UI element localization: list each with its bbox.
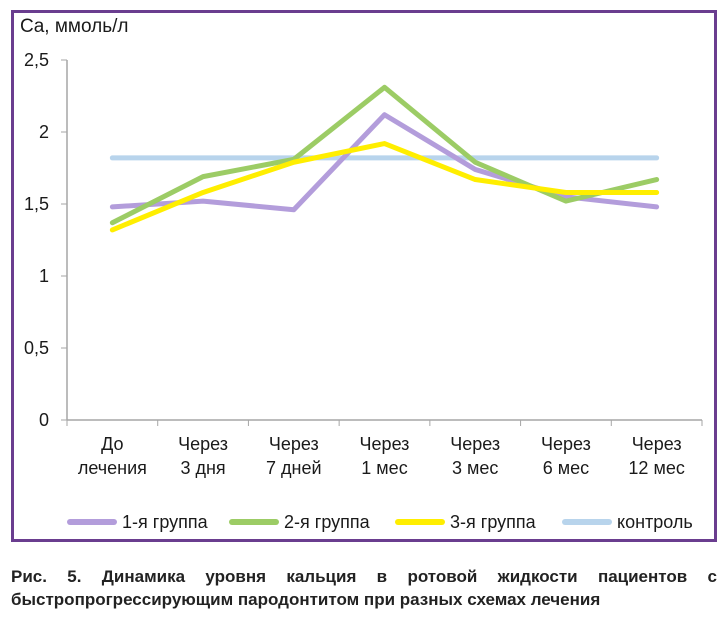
x-tick-label: 3 дня <box>180 458 225 478</box>
legend-label: 3-я группа <box>450 512 537 532</box>
x-tick-label: 7 дней <box>266 458 322 478</box>
x-tick-label: 3 мес <box>452 458 498 478</box>
x-tick-label: 1 мес <box>361 458 407 478</box>
legend-label: контроль <box>617 512 693 532</box>
x-tick-label: Через <box>360 434 410 454</box>
x-tick-label: Через <box>269 434 319 454</box>
x-tick-label: 6 мес <box>543 458 589 478</box>
y-tick-label: 1 <box>39 266 49 286</box>
y-tick-label: 2 <box>39 122 49 142</box>
x-tick-label: Через <box>632 434 682 454</box>
legend-label: 2-я группа <box>284 512 371 532</box>
y-tick-label: 2,5 <box>24 50 49 70</box>
x-tick-label: До <box>101 434 123 454</box>
x-tick-label: лечения <box>78 458 147 478</box>
x-tick-label: 12 мес <box>628 458 684 478</box>
y-tick-label: 0 <box>39 410 49 430</box>
legend-label: 1-я группа <box>122 512 209 532</box>
line-chart: 0 0,5 1 1,5 2 2,5 До лечения Через 3 дня Через 7 дн… <box>24 50 703 532</box>
y-tick-label: 0,5 <box>24 338 49 358</box>
x-tick-label: Через <box>541 434 591 454</box>
x-tick-label: Через <box>178 434 228 454</box>
y-axis-label: Ca, ммоль/л <box>20 16 129 37</box>
chart-frame <box>11 10 717 542</box>
x-tick-label: Через <box>450 434 500 454</box>
y-tick-label: 1,5 <box>24 194 49 214</box>
figure-caption: Рис. 5. Динамика уровня кальция в ротово… <box>11 567 717 609</box>
